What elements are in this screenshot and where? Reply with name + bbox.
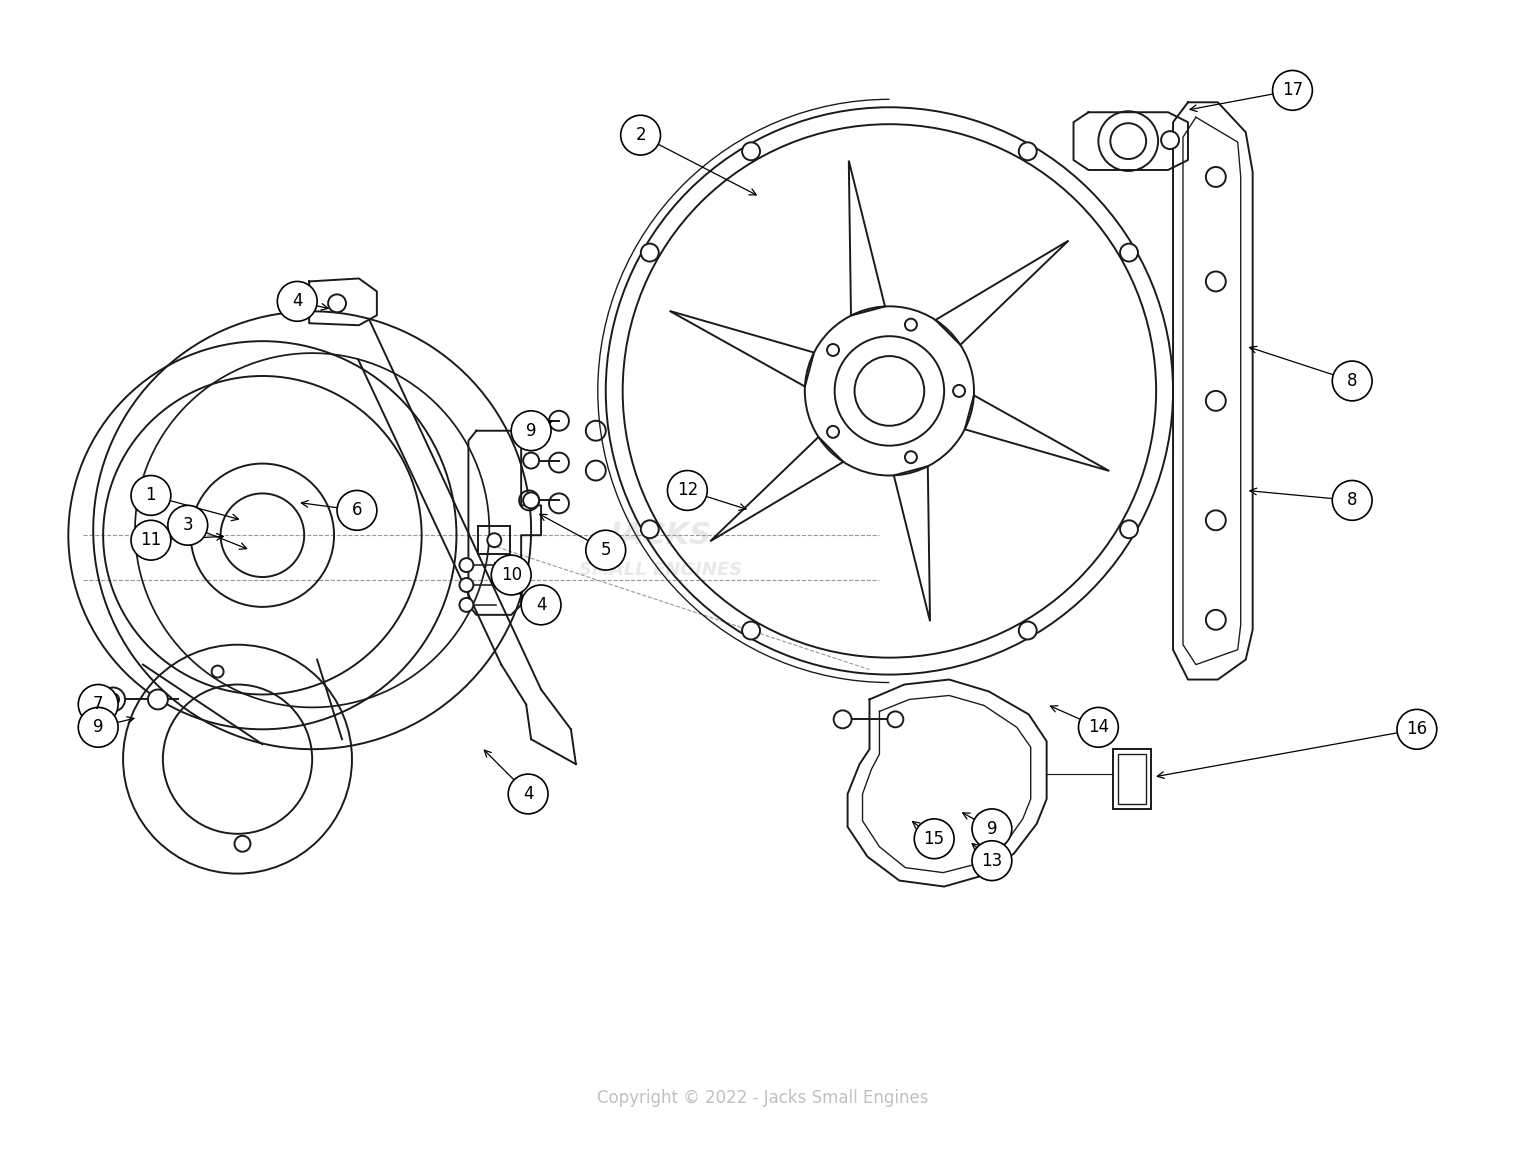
Circle shape [521, 585, 560, 625]
Circle shape [1078, 708, 1118, 747]
Circle shape [460, 598, 473, 612]
Circle shape [1206, 391, 1226, 410]
Circle shape [1332, 361, 1373, 401]
Text: 8: 8 [1347, 491, 1358, 510]
Text: 12: 12 [676, 482, 698, 499]
Text: Copyright © 2022 - Jacks Small Engines: Copyright © 2022 - Jacks Small Engines [597, 1089, 928, 1107]
Circle shape [1161, 131, 1179, 149]
Circle shape [1206, 610, 1226, 630]
Circle shape [78, 684, 118, 724]
Text: 5: 5 [600, 541, 611, 560]
Circle shape [168, 505, 208, 546]
Circle shape [512, 410, 551, 450]
Circle shape [487, 533, 501, 547]
Circle shape [742, 142, 760, 160]
Bar [478, 526, 510, 554]
Text: 11: 11 [140, 532, 162, 549]
Text: 1: 1 [145, 486, 156, 505]
Circle shape [1397, 709, 1437, 750]
Circle shape [742, 621, 760, 639]
Text: 16: 16 [1406, 721, 1428, 738]
Text: 7: 7 [93, 695, 104, 714]
Circle shape [641, 520, 658, 539]
Circle shape [107, 694, 119, 705]
Circle shape [84, 690, 102, 709]
Circle shape [524, 452, 539, 469]
Circle shape [148, 689, 168, 709]
Circle shape [1019, 621, 1037, 639]
Text: 2: 2 [635, 126, 646, 145]
Circle shape [460, 559, 473, 573]
Circle shape [834, 710, 852, 729]
Circle shape [78, 708, 118, 747]
Circle shape [915, 819, 954, 858]
Circle shape [460, 578, 473, 592]
Circle shape [620, 115, 661, 155]
Circle shape [906, 451, 916, 463]
Circle shape [1019, 142, 1037, 160]
Circle shape [1206, 272, 1226, 292]
Circle shape [828, 344, 838, 356]
Circle shape [1332, 480, 1373, 520]
Text: 4: 4 [536, 596, 547, 613]
Text: 3: 3 [182, 517, 192, 534]
Circle shape [641, 244, 658, 261]
Circle shape [131, 520, 171, 560]
Circle shape [492, 555, 531, 595]
Bar [1118, 754, 1147, 803]
Circle shape [212, 666, 223, 677]
Text: SMALL ENGINES: SMALL ENGINES [579, 561, 742, 580]
Circle shape [1206, 167, 1226, 187]
Circle shape [1272, 70, 1312, 111]
Circle shape [337, 491, 377, 531]
Circle shape [667, 471, 707, 511]
Circle shape [887, 711, 904, 728]
Circle shape [101, 688, 125, 711]
Text: 4: 4 [522, 785, 533, 803]
Text: 4: 4 [292, 293, 302, 310]
Text: JACKS: JACKS [609, 521, 712, 549]
Circle shape [953, 385, 965, 396]
Text: 9: 9 [986, 820, 997, 838]
Circle shape [131, 476, 171, 515]
Circle shape [906, 318, 916, 331]
Text: 17: 17 [1281, 82, 1303, 99]
Text: 9: 9 [93, 718, 104, 736]
Text: 9: 9 [525, 422, 536, 440]
Circle shape [1119, 244, 1138, 261]
Circle shape [586, 531, 626, 570]
Text: 14: 14 [1087, 718, 1109, 736]
Circle shape [508, 774, 548, 814]
Circle shape [278, 281, 318, 322]
Text: 13: 13 [982, 851, 1003, 870]
Circle shape [235, 836, 250, 851]
Circle shape [1206, 511, 1226, 531]
Text: 6: 6 [351, 501, 362, 519]
Circle shape [328, 294, 347, 312]
Text: 8: 8 [1347, 372, 1358, 389]
Text: 15: 15 [924, 830, 945, 848]
Circle shape [524, 492, 539, 508]
Circle shape [524, 413, 539, 429]
Bar [1113, 750, 1151, 809]
Circle shape [828, 426, 838, 438]
Text: 10: 10 [501, 566, 522, 584]
Circle shape [973, 841, 1012, 880]
Circle shape [973, 809, 1012, 849]
Circle shape [1119, 520, 1138, 539]
